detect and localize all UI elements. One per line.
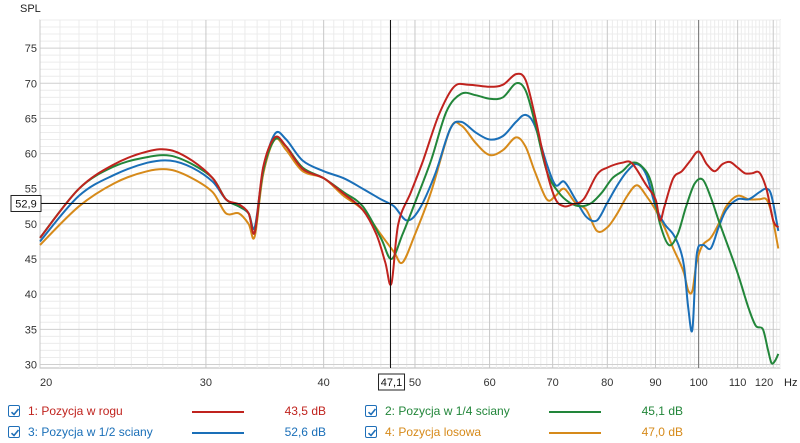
- legend-line-swatch: [192, 432, 244, 434]
- x-tick-label: 30: [200, 377, 212, 389]
- legend-line-swatch: [549, 411, 601, 413]
- legend-series-name: 3: Pozycja w 1/2 sciany: [28, 425, 153, 439]
- series-line-1: [39, 72, 780, 286]
- cursor-y-readout-box: [10, 194, 42, 212]
- legend-series-value: 47,0 dB: [641, 425, 683, 439]
- y-tick-label: 55: [25, 184, 37, 196]
- x-tick-label: 90: [649, 377, 661, 389]
- checkbox-icon[interactable]: [365, 405, 377, 417]
- x-tick-label: 120: [755, 377, 773, 389]
- legend-series-value: 45,1 dB: [641, 404, 683, 418]
- cursor-x-readout: 47,1: [381, 377, 402, 389]
- checkbox-icon[interactable]: [8, 426, 20, 438]
- y-tick-label: 75: [25, 43, 37, 55]
- y-tick-label: 70: [25, 78, 37, 90]
- x-tick-label: 110: [729, 377, 747, 389]
- y-tick-label: 50: [25, 219, 37, 231]
- legend-line-swatch: [549, 432, 601, 434]
- y-tick-label: 30: [25, 359, 37, 371]
- checkbox-icon[interactable]: [365, 426, 377, 438]
- legend-series-name: 4: Pozycja losowa: [385, 425, 482, 439]
- series-line-3: [39, 113, 780, 333]
- y-axis-label: SPL: [20, 3, 41, 15]
- y-tick-label: 65: [25, 113, 37, 125]
- y-tick-label: 60: [25, 149, 37, 161]
- x-tick-label: 60: [483, 377, 495, 389]
- x-tick-label: 80: [601, 377, 613, 389]
- y-tick-labels: 30 35 40 45 50 55 60 65 70 75: [25, 43, 37, 371]
- x-tick-label: 70: [547, 377, 559, 389]
- legend: 1: Pozycja w rogu 43,5 dB 2: Pozycja w 1…: [0, 400, 800, 443]
- x-tick-labels: 20 30 40 50 60 70 80 90 100 110 120: [40, 377, 773, 389]
- x-tick-label: 50: [409, 377, 421, 389]
- x-tick-label: 100: [689, 377, 707, 389]
- legend-series-value: 43,5 dB: [284, 404, 326, 418]
- legend-series-name: 2: Pozycja w 1/4 sciany: [385, 404, 510, 418]
- cursor-x-readout-box: [378, 373, 406, 391]
- x-tick-label: 20: [40, 377, 52, 389]
- y-tick-label: 35: [25, 324, 37, 336]
- legend-series-value: 52,6 dB: [284, 425, 326, 439]
- checkbox-icon[interactable]: [8, 405, 20, 417]
- y-tick-label: 45: [25, 254, 37, 266]
- cursor[interactable]: 52,9 47,1: [10, 20, 780, 391]
- legend-line-swatch: [192, 411, 244, 413]
- y-tick-label: 40: [25, 289, 37, 301]
- cursor-y-readout: 52,9: [15, 198, 36, 210]
- x-axis-unit: Hz: [784, 377, 797, 389]
- grid: [39, 19, 781, 368]
- legend-series-name: 1: Pozycja w rogu: [28, 404, 123, 418]
- x-tick-label: 40: [318, 377, 330, 389]
